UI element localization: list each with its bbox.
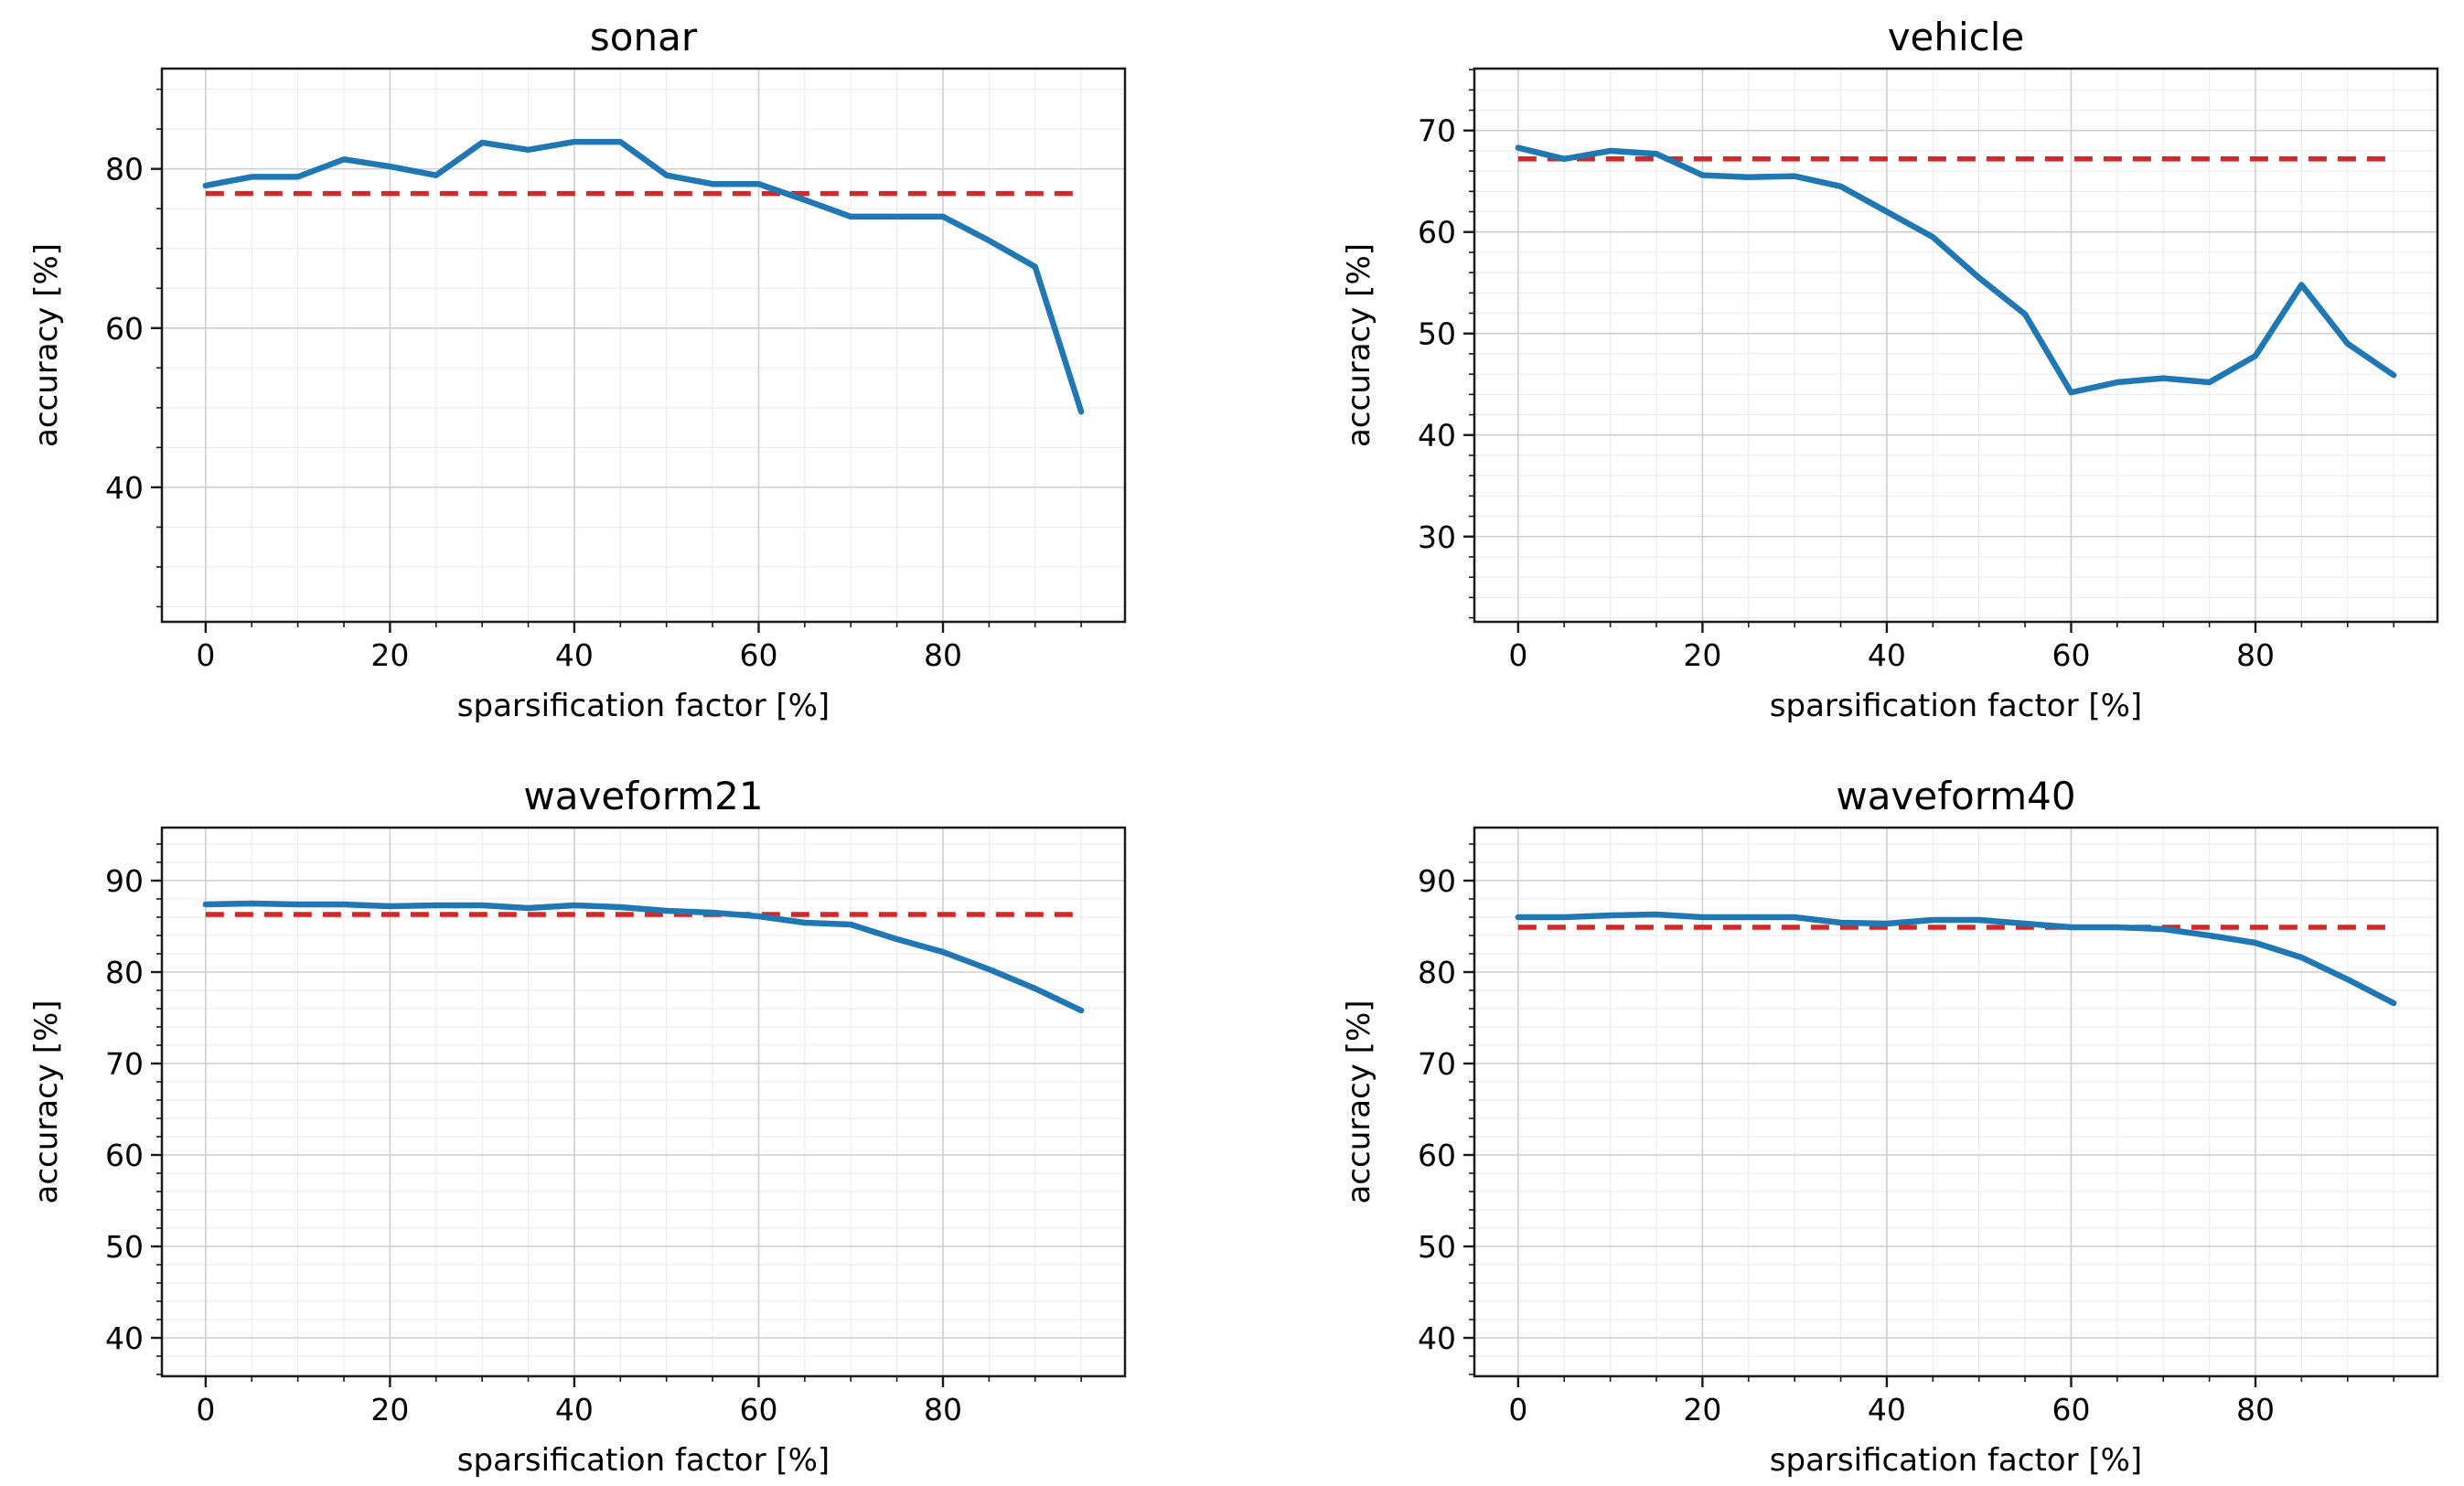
- x-tick-label: 0: [196, 1392, 215, 1427]
- x-tick-label: 20: [370, 1392, 409, 1427]
- accuracy-line: [202, 900, 1085, 1014]
- y-axis-label: accuracy [%]: [1341, 1000, 1377, 1203]
- ticks: [151, 88, 1082, 633]
- x-axis-label: sparsification factor [%]: [1770, 688, 2142, 724]
- x-tick-label: 80: [2236, 1392, 2275, 1427]
- y-tick-label: 40: [105, 470, 144, 506]
- ticks: [151, 843, 1082, 1387]
- chart-cell-waveform40: 0 20 40 60 80 40 50 60 70 80 90 waveform40 sparsific…: [1232, 743, 2464, 1486]
- y-tick-label: 40: [105, 1320, 144, 1356]
- minor-grid: [1474, 828, 2437, 1376]
- x-tick-label: 60: [2052, 1392, 2090, 1427]
- y-tick-label: 40: [1418, 418, 1456, 454]
- chart-svg-waveform21: 0 20 40 60 80 40 50 60 70 80 90 waveform21 sparsific…: [28, 774, 1127, 1479]
- plot-frame: [160, 826, 1127, 1378]
- x-tick-label: 60: [739, 1392, 777, 1427]
- y-tick-label: 80: [105, 152, 144, 187]
- y-axis-label: accuracy [%]: [28, 243, 65, 447]
- chart-title: sonar: [590, 15, 698, 59]
- chart-cell-vehicle: 0 20 40 60 80 30 40 50 60 70 vehicle sparsification…: [1232, 0, 2464, 743]
- x-tick-label: 80: [2236, 637, 2275, 673]
- chart-svg-waveform40: 0 20 40 60 80 40 50 60 70 80 90 waveform40 sparsific…: [1341, 774, 2439, 1479]
- chart-cell-sonar: 0 20 40 60 80 40 60 80 sonar sparsification facto…: [0, 0, 1232, 743]
- x-tick-label: 0: [196, 637, 215, 673]
- x-tick-label: 0: [1508, 1392, 1527, 1427]
- x-tick-label: 20: [1683, 1392, 1721, 1427]
- major-grid: [162, 828, 1125, 1376]
- accuracy-line: [202, 138, 1085, 415]
- y-tick-label: 70: [105, 1046, 144, 1082]
- x-tick-label: 20: [1683, 637, 1721, 673]
- ticks: [1463, 843, 2394, 1387]
- x-tick-label: 40: [1868, 1392, 1906, 1427]
- major-grid: [162, 69, 1125, 622]
- chart-cell-waveform21: 0 20 40 60 80 40 50 60 70 80 90 waveform21 sparsific…: [0, 743, 1232, 1486]
- x-tick-label: 20: [370, 637, 409, 673]
- chart-title: vehicle: [1888, 15, 2025, 59]
- major-grid: [1474, 69, 2437, 622]
- plot-frame: [1473, 826, 2439, 1378]
- x-tick-label: 0: [1508, 637, 1527, 673]
- y-tick-label: 30: [1418, 519, 1456, 555]
- accuracy-line: [1515, 911, 2397, 1007]
- major-grid: [1474, 828, 2437, 1376]
- plot-frame: [1473, 67, 2439, 624]
- y-tick-label: 70: [1418, 1046, 1456, 1082]
- y-tick-label: 80: [105, 955, 144, 990]
- y-tick-label: 60: [1418, 215, 1456, 251]
- x-axis-label: sparsification factor [%]: [457, 688, 830, 724]
- chart-title: waveform21: [523, 774, 763, 818]
- x-tick-label: 40: [555, 637, 594, 673]
- x-tick-label: 40: [555, 1392, 594, 1427]
- minor-grid: [162, 69, 1125, 622]
- y-tick-label: 50: [1418, 316, 1456, 352]
- y-tick-label: 60: [105, 1138, 144, 1173]
- ticks: [1463, 69, 2394, 633]
- plot-frame: [160, 67, 1127, 624]
- x-tick-label: 80: [924, 1392, 962, 1427]
- y-tick-label: 70: [1418, 113, 1456, 149]
- y-axis-label: accuracy [%]: [28, 1000, 65, 1203]
- y-tick-label: 90: [105, 863, 144, 899]
- x-tick-label: 80: [924, 637, 962, 673]
- x-tick-label: 60: [2052, 637, 2090, 673]
- chart-title: waveform40: [1836, 774, 2075, 818]
- y-tick-label: 90: [1418, 863, 1456, 899]
- y-tick-label: 40: [1418, 1320, 1456, 1356]
- chart-svg-sonar: 0 20 40 60 80 40 60 80 sonar sparsification facto…: [28, 15, 1127, 724]
- x-axis-label: sparsification factor [%]: [1770, 1442, 2142, 1479]
- y-tick-label: 60: [1418, 1138, 1456, 1173]
- chart-svg-vehicle: 0 20 40 60 80 30 40 50 60 70 vehicle sparsification…: [1341, 15, 2439, 724]
- y-tick-label: 50: [105, 1229, 144, 1265]
- y-axis-label: accuracy [%]: [1341, 243, 1377, 447]
- accuracy-line: [1515, 144, 2397, 396]
- x-tick-label: 60: [739, 637, 777, 673]
- y-tick-label: 50: [1418, 1229, 1456, 1265]
- y-tick-label: 60: [105, 311, 144, 347]
- x-tick-label: 40: [1868, 637, 1906, 673]
- x-axis-label: sparsification factor [%]: [457, 1442, 830, 1479]
- y-tick-label: 80: [1418, 955, 1456, 990]
